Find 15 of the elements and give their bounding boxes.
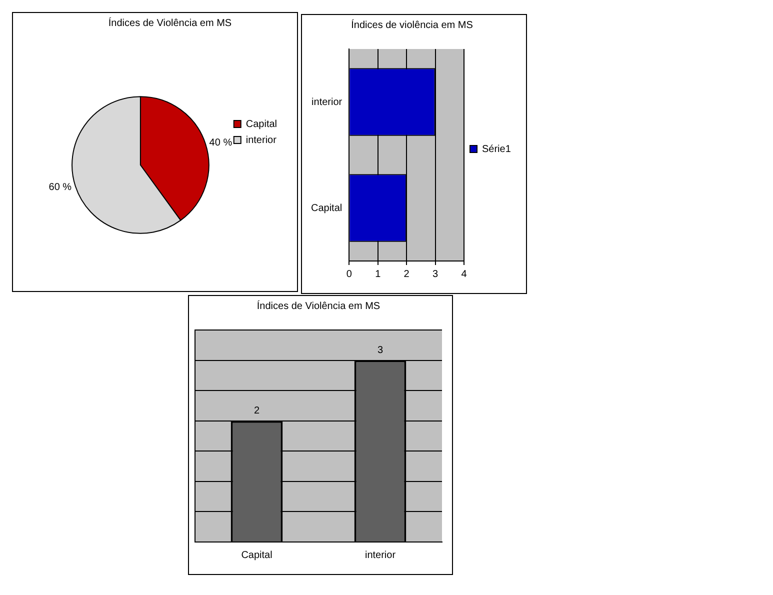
legend-label: Série1 (482, 144, 512, 155)
data-label: 40 % (209, 137, 232, 148)
data-label: 2 (254, 406, 260, 417)
x-tick-label: 3 (432, 268, 438, 280)
x-tick-label: 1 (375, 268, 382, 280)
legend-label: interior (246, 134, 278, 146)
chart-title: Índices de violência em MS (351, 18, 474, 31)
chart-title: Índices de Violência em MS (256, 300, 380, 312)
x-tick-label: 4 (461, 268, 468, 280)
x-tick-label: 2 (404, 268, 410, 280)
data-label: 60 % (48, 182, 72, 194)
data-label: 3 (377, 345, 384, 356)
x-tick-label: 0 (346, 268, 352, 280)
chart-title: Índices de Violência em MS (108, 16, 232, 29)
legend-label: Capital (246, 118, 278, 130)
